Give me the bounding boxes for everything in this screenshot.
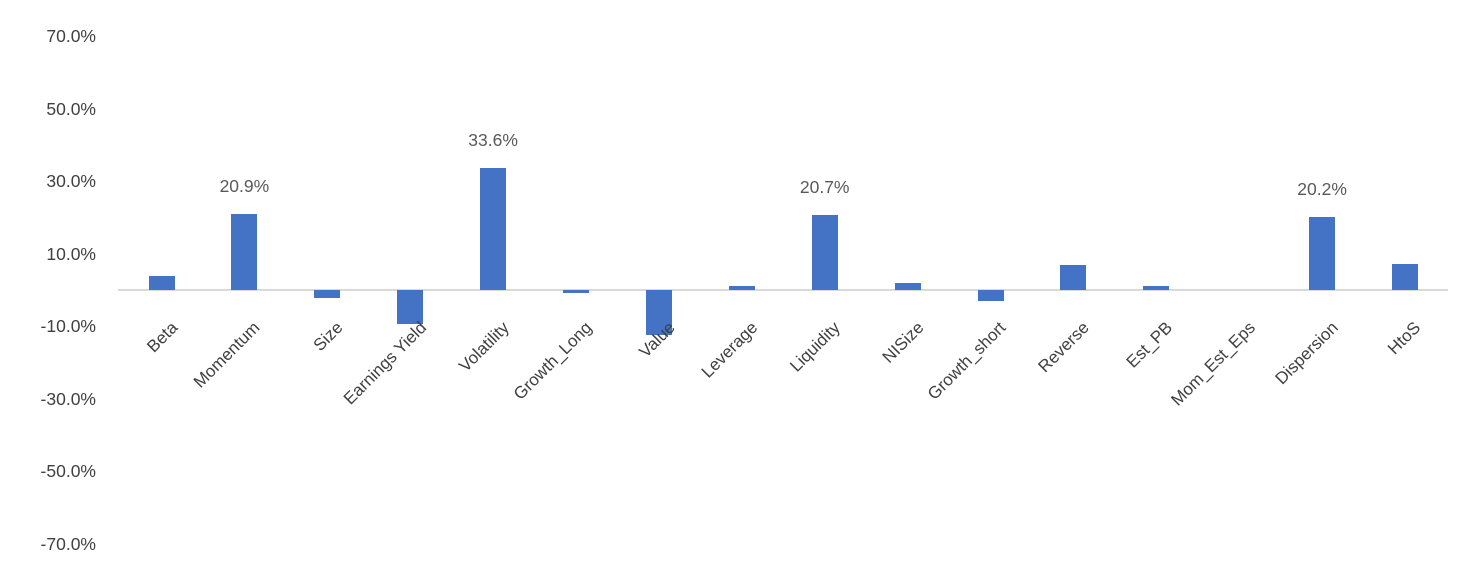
bar-volatility	[480, 168, 507, 290]
x-axis-category-label: Volatility	[455, 318, 513, 376]
bar-leverage	[728, 286, 755, 290]
bar-liquidity	[811, 214, 838, 290]
y-axis-tick-label: -10.0%	[40, 316, 96, 337]
x-axis-category-label: Momentum	[190, 318, 264, 392]
bar-growth-long	[563, 290, 589, 293]
x-axis-line	[118, 289, 1448, 291]
bar-est-pb	[1143, 285, 1170, 290]
bar-value	[645, 290, 672, 335]
bar-htos	[1392, 263, 1418, 290]
x-axis-category-label: Mom_Est_Eps	[1167, 318, 1259, 410]
bar-size	[314, 290, 341, 298]
bar-earnings-yield	[397, 290, 424, 325]
x-axis-category-label: Size	[309, 318, 347, 355]
data-label: 20.2%	[1297, 178, 1347, 199]
x-axis-category-label: Beta	[142, 318, 181, 357]
data-label: 20.9%	[219, 176, 270, 197]
bar-beta	[148, 275, 175, 290]
data-label: 20.7%	[799, 176, 850, 197]
x-axis-category-label: Dispersion	[1271, 318, 1342, 389]
y-axis-tick-label: 70.0%	[46, 26, 96, 47]
x-axis-category-label: Reverse	[1034, 318, 1093, 377]
x-axis-category-label: Leverage	[697, 318, 762, 382]
bar-momentum	[231, 214, 258, 290]
y-axis-tick-label: -50.0%	[40, 461, 96, 482]
bar-dispersion	[1309, 216, 1336, 290]
x-axis-category-label: Growth_short	[924, 318, 1010, 404]
y-axis-tick-label: -30.0%	[40, 388, 96, 409]
y-axis-tick-label: 10.0%	[46, 243, 96, 264]
y-axis-tick-label: 50.0%	[46, 98, 96, 119]
x-axis-category-label: Est_PB	[1122, 318, 1176, 372]
x-axis-category-label: NISize	[878, 318, 928, 367]
y-axis-tick-label: 30.0%	[46, 171, 96, 192]
data-label: 33.6%	[468, 130, 518, 151]
x-axis-category-label: HtoS	[1384, 318, 1425, 359]
bar-growth-short	[977, 290, 1004, 302]
x-axis-category-label: Liquidity	[786, 318, 845, 376]
y-axis-tick-label: -70.0%	[40, 533, 96, 554]
bar-reverse	[1060, 264, 1087, 290]
x-axis-category-label: Growth_Long	[509, 318, 596, 404]
x-axis-category-label: Earnings Yield	[339, 318, 430, 409]
bar-nisize	[894, 282, 921, 290]
